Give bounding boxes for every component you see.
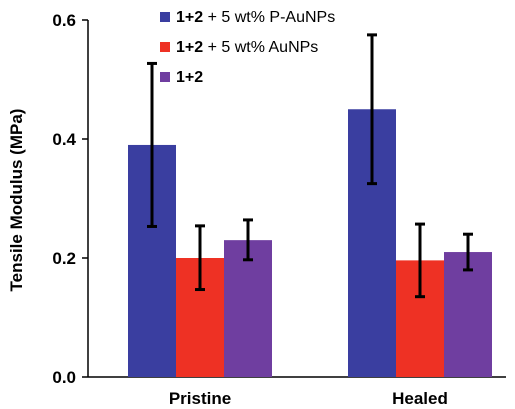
y-axis-title: Tensile Modulus (MPa) bbox=[7, 109, 26, 292]
bar bbox=[224, 240, 272, 377]
legend-swatch bbox=[160, 72, 170, 82]
legend-swatch bbox=[160, 12, 170, 22]
x-tick-label: Pristine bbox=[169, 389, 231, 408]
legend-label: 1+2 + 5 wt% AuNPs bbox=[176, 39, 318, 56]
y-tick-label: 0.4 bbox=[52, 130, 76, 149]
legend-label: 1+2 + 5 wt% P-AuNPs bbox=[176, 9, 335, 26]
plot-area: 0.0 0.2 0.4 0.6 Pristine Healed bbox=[52, 11, 506, 408]
legend-label: 1+2 bbox=[176, 69, 203, 86]
x-tick-label: Healed bbox=[392, 389, 448, 408]
y-tick-label: 0.6 bbox=[52, 11, 76, 30]
y-tick-label: 0.2 bbox=[52, 249, 76, 268]
legend: 1+2 + 5 wt% P-AuNPs 1+2 + 5 wt% AuNPs 1+2 bbox=[160, 9, 335, 86]
bar bbox=[444, 252, 492, 377]
legend-swatch bbox=[160, 42, 170, 52]
y-tick-label: 0.0 bbox=[52, 368, 76, 387]
